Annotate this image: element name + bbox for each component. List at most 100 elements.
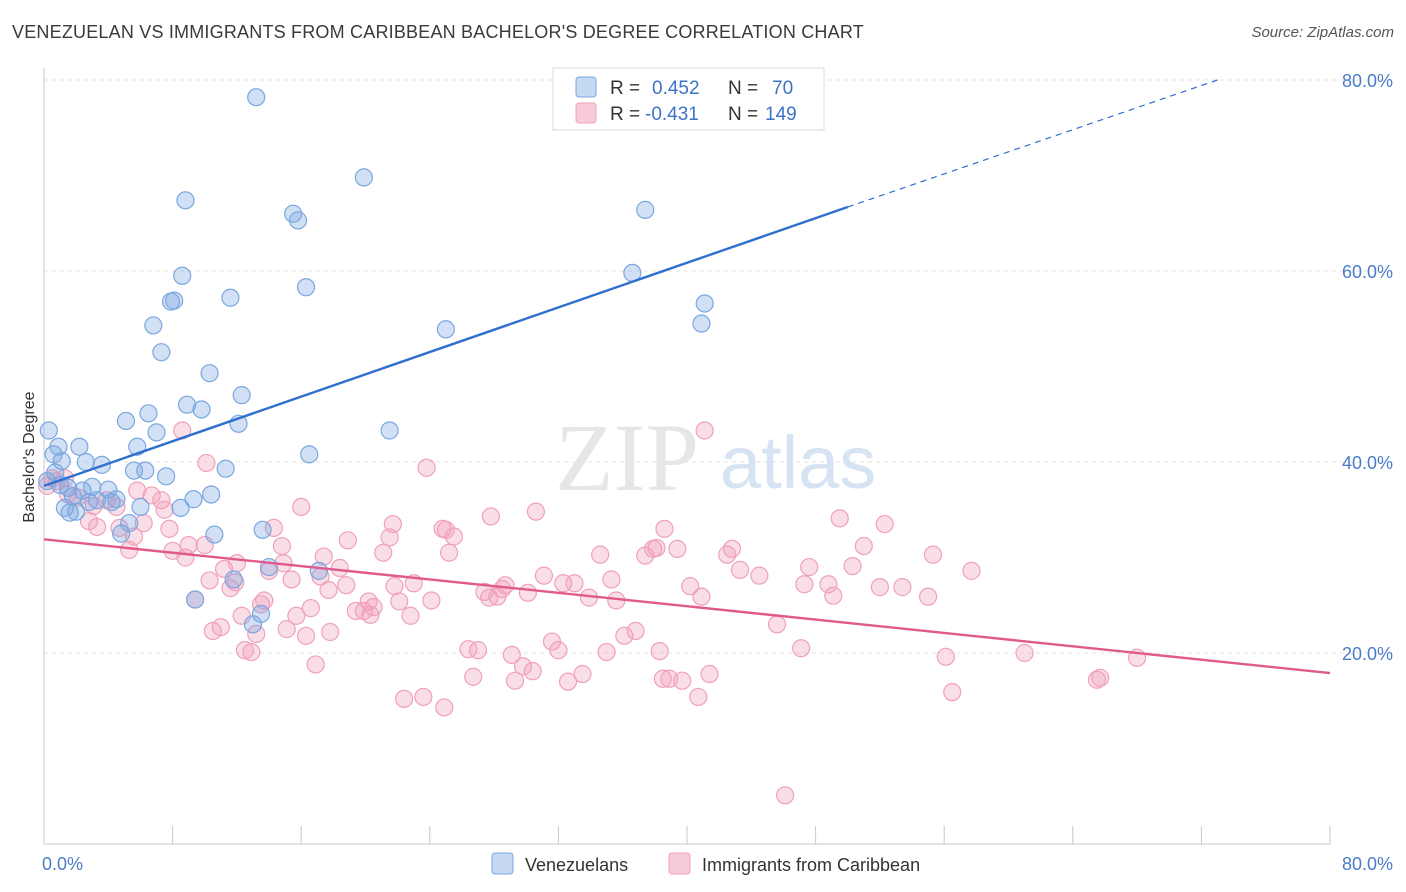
caribbean-point [374, 543, 393, 562]
caribbean-point [919, 587, 938, 606]
caribbean-point [870, 578, 890, 597]
caribbean-point [962, 561, 981, 580]
venezuelan-point [695, 294, 714, 313]
caribbean-point [264, 518, 283, 537]
venezuelan-point [202, 485, 221, 504]
venezuelan-point [120, 514, 139, 533]
caribbean-point [390, 592, 409, 611]
venezuelan-point [296, 278, 316, 297]
caribbean-point [655, 519, 674, 538]
caribbean-point [722, 539, 742, 559]
source-label: Source: ZipAtlas.com [1251, 24, 1394, 41]
caribbean-point [692, 587, 711, 606]
blue-r-value: 0.452 [652, 78, 700, 99]
venezuelan-point [253, 520, 272, 539]
venezuelan-point [136, 461, 155, 480]
y-axis-title: Bachelor's Degree [21, 391, 38, 522]
caribbean-point [227, 554, 246, 573]
caribbean-point [591, 545, 610, 564]
caribbean-point [668, 539, 687, 559]
caribbean-point [695, 421, 714, 440]
venezuelan-point [247, 88, 266, 107]
caribbean-point [364, 598, 383, 617]
venezuelan-point [116, 411, 136, 431]
stats-legend-box [552, 67, 825, 131]
pink-swatch [575, 102, 597, 124]
venezuelan-point [354, 168, 373, 187]
caribbean-point [854, 536, 873, 556]
caribbean-trend-line [43, 538, 1331, 675]
venezuelan-point [171, 498, 190, 517]
venezuelan-point [288, 211, 308, 230]
caribbean-point [314, 547, 333, 566]
pink-n-value: 149 [765, 104, 797, 125]
blue-r-label: R = [610, 78, 640, 99]
caribbean-point [287, 606, 306, 625]
venezuelan-point [184, 490, 203, 509]
caribbean-point [597, 642, 616, 662]
pink-r-value: -0.431 [645, 104, 699, 125]
venezuelan-point [76, 452, 95, 472]
venezuelan-point [87, 491, 107, 510]
caribbean-point [673, 671, 692, 690]
venezuelan-point [52, 451, 71, 471]
caribbean-point [319, 580, 338, 600]
caribbean-point [730, 560, 750, 580]
venezuelan-point [102, 493, 121, 512]
venezuelan-points [38, 88, 714, 634]
venezuelan-point [205, 525, 224, 544]
caribbean-point [923, 545, 943, 564]
venezuelan-point [63, 487, 83, 506]
caribbean-point [558, 672, 578, 691]
venezuelan-point [380, 421, 399, 440]
caribbean-point [496, 576, 515, 595]
caribbean-points [38, 421, 1147, 805]
caribbean-point [242, 642, 261, 662]
caribbean-point [1087, 670, 1107, 689]
venezuelan-point [177, 395, 197, 414]
axis-layer [43, 68, 1331, 845]
caribbean-point [750, 566, 769, 585]
caribbean-point [681, 577, 700, 596]
venezuelan-point [176, 191, 195, 210]
caribbean-point [653, 669, 672, 688]
caribbean-point [767, 615, 787, 634]
x-tick-label: 0.0% [42, 854, 83, 874]
pink-n-label: N = [728, 104, 758, 125]
y-tick-label: 80.0% [1342, 71, 1393, 91]
pink-r-label: R = [610, 104, 640, 125]
legend-caribbean-swatch [668, 852, 691, 875]
caribbean-point [414, 687, 433, 707]
watermark: ZIP atlas [555, 404, 876, 511]
caribbean-point [247, 624, 266, 644]
y-tick-label: 60.0% [1342, 262, 1393, 282]
caribbean-point [481, 507, 500, 526]
caribbean-point [394, 689, 414, 708]
venezuelan-trend-extension [847, 79, 1218, 208]
caribbean-point [200, 571, 219, 590]
venezuelan-point [436, 320, 455, 339]
caribbean-point [505, 671, 525, 690]
caribbean-point [518, 583, 537, 602]
venezuelan-point [39, 421, 58, 440]
venezuelan-point [67, 502, 86, 521]
caribbean-point [502, 645, 521, 665]
venezuelan-point [692, 314, 711, 333]
caribbean-point [444, 527, 464, 546]
caribbean-point [417, 458, 436, 477]
stats-legend: R = 0.452 N = 70 R = -0.431 N = 149 [552, 67, 825, 131]
watermark-zip: ZIP [555, 404, 699, 511]
watermark-atlas: atlas [720, 421, 876, 504]
caribbean-point [513, 657, 533, 676]
caribbean-point [700, 664, 719, 684]
caribbean-point [439, 543, 459, 562]
caribbean-point [1091, 668, 1110, 687]
venezuelan-point [216, 459, 235, 478]
venezuelan-point [300, 445, 319, 464]
caribbean-point [936, 647, 955, 666]
x-tick-label: 80.0% [1342, 854, 1393, 874]
caribbean-point [87, 517, 107, 537]
venezuelan-point [232, 386, 251, 405]
venezuelan-point [49, 437, 68, 456]
venezuelan-point [165, 291, 184, 310]
